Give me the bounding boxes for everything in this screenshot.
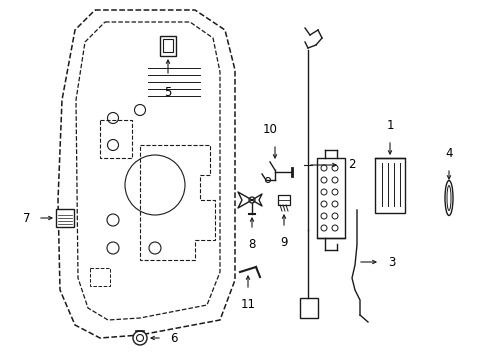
Text: 1: 1 xyxy=(386,119,393,132)
Text: 9: 9 xyxy=(280,236,287,249)
Text: 11: 11 xyxy=(240,298,255,311)
Circle shape xyxy=(265,177,270,183)
FancyBboxPatch shape xyxy=(160,36,176,56)
FancyBboxPatch shape xyxy=(278,195,289,205)
Text: 3: 3 xyxy=(387,256,395,269)
Text: 8: 8 xyxy=(248,238,255,251)
FancyBboxPatch shape xyxy=(316,158,345,238)
Text: 4: 4 xyxy=(445,147,452,160)
FancyBboxPatch shape xyxy=(374,158,404,213)
Text: 10: 10 xyxy=(262,123,277,136)
Circle shape xyxy=(248,197,254,203)
FancyBboxPatch shape xyxy=(299,298,317,318)
Ellipse shape xyxy=(444,180,452,216)
Text: 7: 7 xyxy=(22,211,30,225)
Text: 5: 5 xyxy=(164,86,171,99)
Circle shape xyxy=(133,331,147,345)
FancyBboxPatch shape xyxy=(56,209,74,227)
Text: 6: 6 xyxy=(170,332,177,345)
Text: 2: 2 xyxy=(347,158,355,171)
